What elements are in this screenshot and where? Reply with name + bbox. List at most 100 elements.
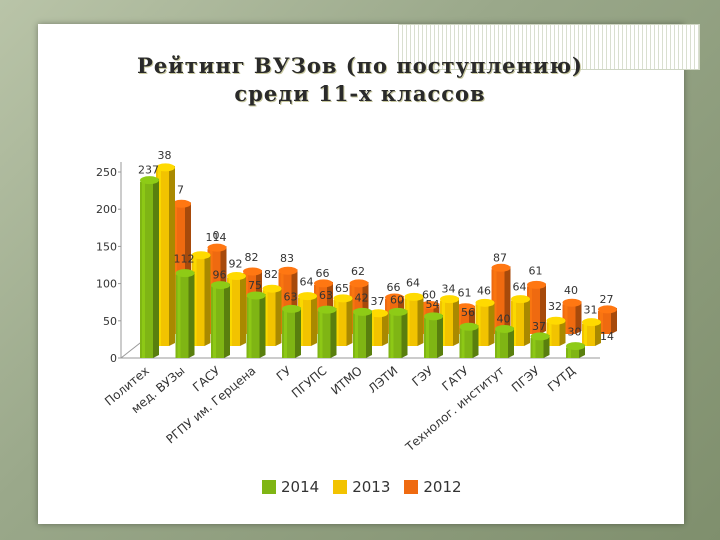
- value-label: 40: [564, 284, 578, 297]
- bar-2014: [175, 269, 195, 358]
- value-label: 65: [335, 282, 349, 295]
- value-label: 40: [497, 312, 511, 325]
- bar-2014: [246, 291, 266, 358]
- bar-2013: [227, 272, 246, 346]
- bar-2014: [424, 312, 443, 358]
- value-label: 7: [177, 183, 184, 196]
- y-tick-label: 0: [110, 352, 117, 365]
- legend-label-2013: 2013: [352, 478, 391, 496]
- value-label: 61: [458, 287, 472, 300]
- value-label: 42: [355, 291, 369, 304]
- legend-item-2013: 2013: [333, 478, 390, 496]
- value-label: 60: [422, 288, 436, 301]
- bar-2014: [211, 281, 230, 358]
- legend-swatch-2013: [333, 480, 348, 494]
- value-label: 37: [371, 295, 385, 308]
- value-label: 62: [351, 265, 365, 278]
- decorative-pattern: [398, 24, 700, 70]
- legend-item-2012: 2012: [404, 478, 462, 496]
- category-label: ГУТД: [545, 364, 578, 395]
- value-label: 30: [568, 326, 582, 339]
- chart-bars: [140, 163, 617, 358]
- bar-2013: [404, 292, 424, 346]
- value-label: 64: [300, 276, 314, 289]
- value-label: 60: [390, 293, 404, 306]
- value-label: 38: [158, 149, 172, 162]
- bar-2014: [140, 176, 159, 358]
- bar-2014: [353, 307, 372, 358]
- value-label: 31: [584, 304, 598, 317]
- bar-2013: [191, 251, 211, 346]
- value-label: 63: [319, 289, 333, 302]
- category-label: ПГУПС: [289, 364, 329, 401]
- value-label: 114: [206, 231, 227, 244]
- y-tick-label: 50: [103, 315, 117, 328]
- category-label: ИТМО: [328, 364, 365, 398]
- chart-title-line-1: Рейтинг ВУЗов (по поступлению): [137, 53, 583, 78]
- chart-title: Рейтинг ВУЗов (по поступлению) среди 11-…: [0, 52, 720, 108]
- legend-label-2014: 2014: [281, 478, 320, 496]
- y-tick-label: 250: [96, 166, 117, 179]
- chart-title-line-2: среди 11-х классов: [234, 81, 486, 106]
- y-tick-label: 200: [96, 203, 117, 216]
- value-label: 46: [477, 284, 491, 297]
- value-label: 96: [213, 269, 227, 282]
- legend-item-2014: 2014: [262, 478, 319, 496]
- value-label: 64: [406, 276, 420, 289]
- y-tick-label: 100: [96, 278, 117, 291]
- value-label: 0: [213, 229, 220, 242]
- value-label: 237: [138, 164, 159, 177]
- bar-2013: [475, 298, 495, 346]
- category-label: ЛЭТИ: [366, 364, 401, 396]
- value-label: 83: [280, 252, 294, 265]
- bar-2014: [566, 342, 585, 358]
- value-label: 27: [600, 293, 614, 306]
- bar-2013: [369, 309, 388, 346]
- category-label: ПГЭУ: [509, 363, 543, 395]
- value-label: 54: [426, 298, 440, 311]
- bar-2012: [562, 298, 582, 334]
- category-label: ГЭУ: [409, 363, 436, 389]
- category-label: ГУ: [274, 363, 295, 384]
- legend-swatch-2014: [262, 480, 276, 494]
- value-label: 66: [387, 281, 401, 294]
- bar-2014: [530, 332, 550, 358]
- value-label: 14: [600, 330, 614, 343]
- value-label: 32: [548, 300, 562, 313]
- value-label: 64: [513, 281, 527, 294]
- bar-2012: [527, 280, 546, 334]
- legend-swatch-2012: [404, 480, 419, 494]
- value-label: 56: [461, 306, 475, 319]
- value-label: 66: [316, 267, 330, 280]
- chart-axes: 0 50 100 150 200 250: [96, 162, 600, 365]
- value-label: 63: [284, 290, 298, 303]
- bar-2012: [491, 263, 511, 334]
- value-label: 37: [532, 320, 546, 333]
- value-label: 87: [493, 251, 507, 264]
- bar-2014: [317, 305, 337, 358]
- value-label: 34: [442, 283, 456, 296]
- bar-2013: [262, 284, 282, 346]
- bar-2013: [440, 295, 459, 346]
- value-label: 61: [529, 264, 543, 277]
- bar-2013: [298, 292, 317, 346]
- y-tick-label: 150: [96, 240, 117, 253]
- bar-2013: [333, 294, 353, 346]
- bar-2014: [388, 307, 408, 358]
- bar-2013: [582, 318, 601, 346]
- value-label: 75: [248, 279, 262, 292]
- bar-2014: [495, 324, 514, 358]
- bar-2012: [598, 305, 617, 334]
- legend-label-2012: 2012: [423, 478, 462, 496]
- value-label: 82: [264, 268, 278, 281]
- value-label: 112: [174, 253, 195, 266]
- bar-2013: [546, 316, 566, 346]
- chart-legend: 2014 2013 2012: [262, 478, 462, 496]
- bar-2014: [282, 304, 301, 358]
- bar-2013: [511, 295, 530, 346]
- bar-2013: [156, 163, 175, 346]
- bar-2014: [459, 322, 479, 358]
